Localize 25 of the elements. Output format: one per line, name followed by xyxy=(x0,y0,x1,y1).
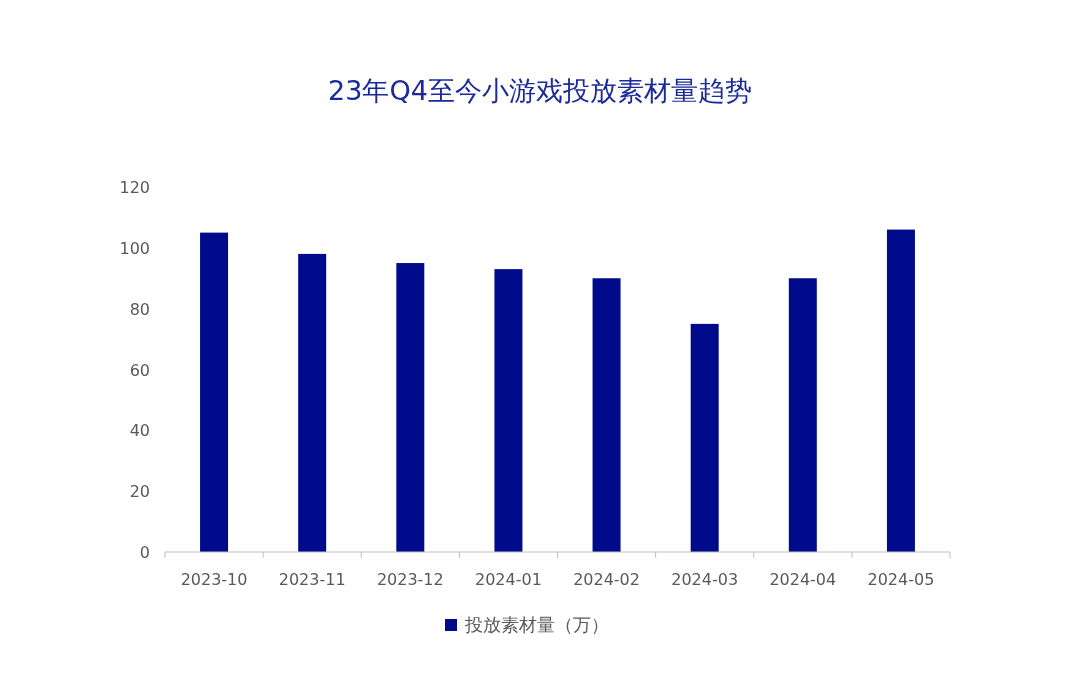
y-tick-label: 80 xyxy=(129,299,150,319)
y-tick-label: 20 xyxy=(129,482,150,502)
x-tick-label: 2024-01 xyxy=(475,570,542,589)
y-tick-label: 0 xyxy=(139,543,150,562)
bar xyxy=(396,263,425,552)
x-tick-label: 2023-10 xyxy=(180,570,248,589)
chart-title: 23年Q4至今小游戏投放素材量趋势 xyxy=(328,75,752,106)
bar xyxy=(690,323,719,552)
x-tick-label: 2024-04 xyxy=(769,570,837,589)
x-tick-label: 2024-03 xyxy=(671,570,739,589)
y-tick-label: 100 xyxy=(119,238,150,258)
legend-label: 投放素材量（万） xyxy=(464,614,609,635)
bar xyxy=(788,278,817,552)
y-tick-label: 60 xyxy=(129,360,150,380)
bar xyxy=(886,229,915,552)
x-tick-label: 2023-12 xyxy=(376,570,444,589)
x-tick-label: 2024-05 xyxy=(867,570,935,589)
x-tick-label: 2024-02 xyxy=(573,570,640,589)
bar xyxy=(298,253,327,552)
y-tick-label: 120 xyxy=(119,178,150,197)
bar xyxy=(494,269,523,552)
bar xyxy=(592,278,621,552)
y-tick-label: 40 xyxy=(129,421,150,441)
bar xyxy=(200,232,229,552)
x-tick-label: 2023-11 xyxy=(278,570,346,589)
